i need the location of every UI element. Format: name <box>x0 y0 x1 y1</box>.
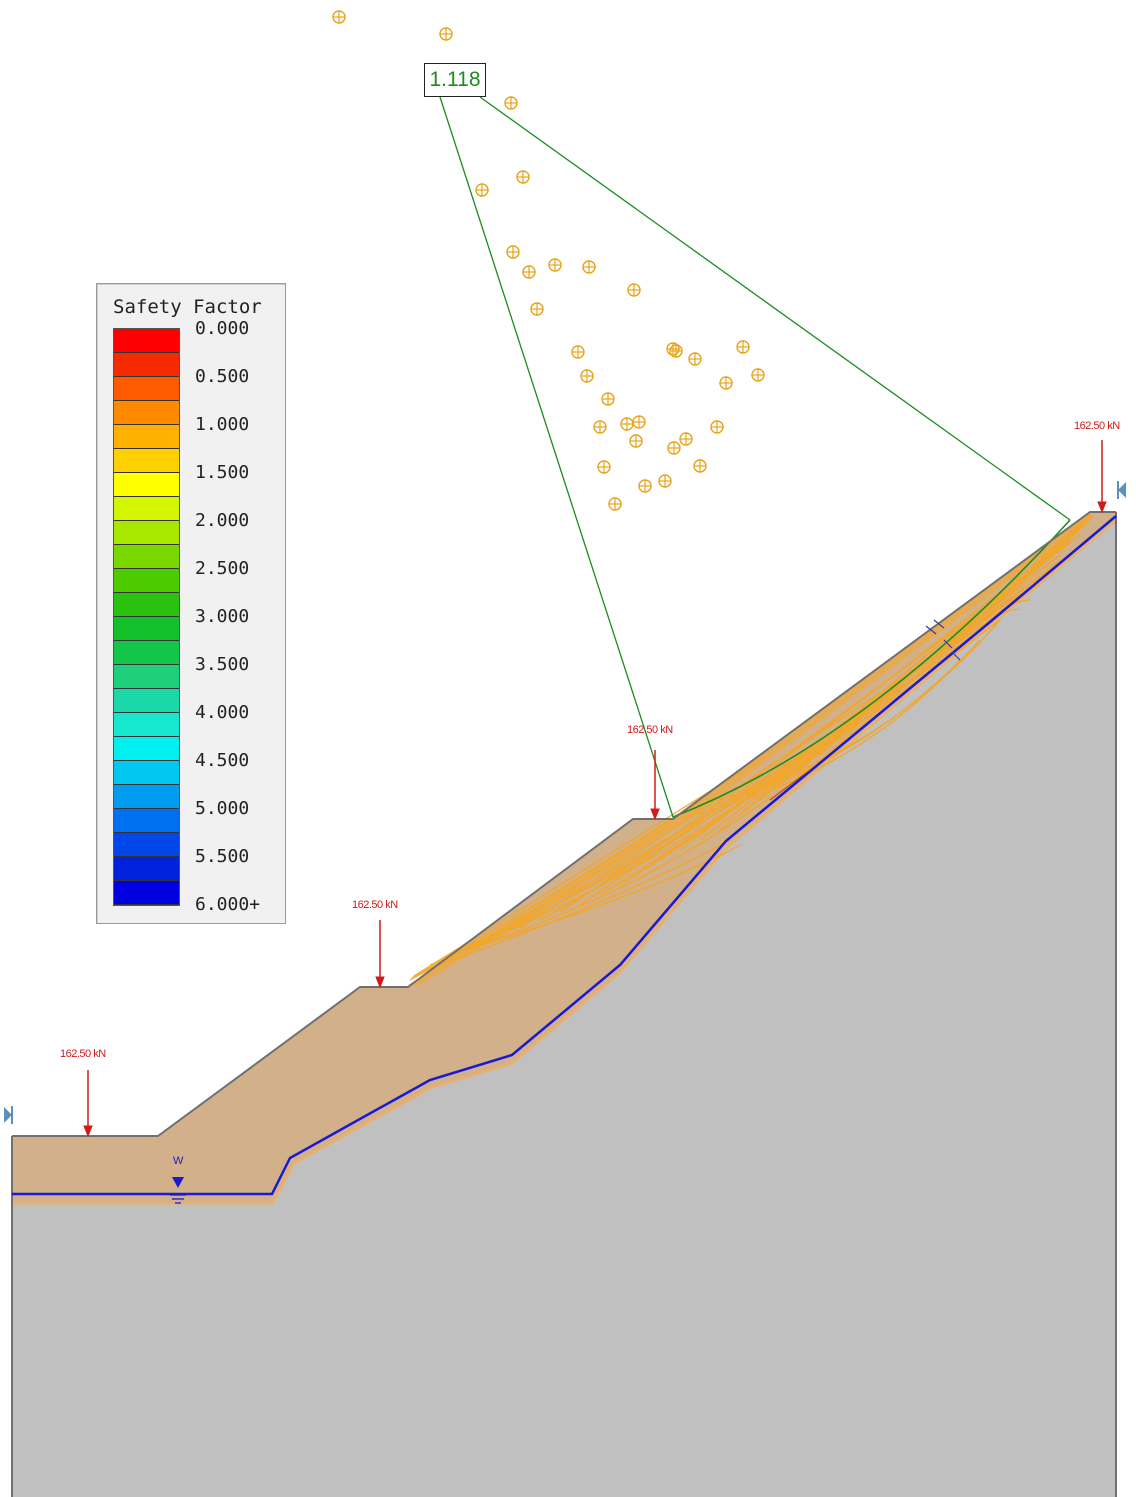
legend-swatch <box>114 425 179 449</box>
load-arrow-left <box>83 1070 93 1138</box>
legend-label: 0.500 <box>195 366 250 387</box>
right-boundary-marker <box>1117 481 1126 499</box>
legend-label: 4.000 <box>195 702 250 723</box>
slip-center-marker <box>332 10 346 24</box>
load-label-left: 162.50 kN <box>60 1048 106 1060</box>
slip-center-marker <box>475 183 489 197</box>
slip-surfaces <box>409 514 1091 981</box>
slip-center-marker <box>580 369 594 383</box>
slip-center-marker <box>669 344 683 358</box>
slip-center-marker <box>608 497 622 511</box>
legend-label: 1.500 <box>195 462 250 483</box>
slip-center-marker <box>548 258 562 272</box>
load-arrow-middle-bench <box>650 750 660 821</box>
slip-center-marker <box>627 283 641 297</box>
critical-slip-surface <box>672 519 1071 818</box>
legend-swatch <box>114 665 179 689</box>
water-table-tag: W <box>173 1155 184 1167</box>
water-table-line <box>12 515 1117 1196</box>
legend-swatch <box>114 785 179 809</box>
slip-center-marker <box>638 479 652 493</box>
bedrock-boundary <box>12 518 1117 1205</box>
legend-label: 2.000 <box>195 510 250 531</box>
critical-safety-factor-label: 1.118 <box>424 63 486 97</box>
legend-label: 5.000 <box>195 798 250 819</box>
load-arrow-crest <box>1097 440 1107 514</box>
legend-label: 2.500 <box>195 558 250 579</box>
slip-center-marker <box>710 420 724 434</box>
slip-center-marker <box>582 260 596 274</box>
legend-label: 3.500 <box>195 654 250 675</box>
legend-title: Safety Factor <box>113 296 262 318</box>
slip-center-marker <box>601 392 615 406</box>
safety-factor-legend[interactable]: Safety Factor 0.000 0.500 1.000 1.500 2.000 2… <box>96 283 286 924</box>
slip-center-marker <box>751 368 765 382</box>
load-arrow-lower-bench <box>375 920 385 989</box>
legend-label: 1.000 <box>195 414 250 435</box>
legend-color-scale <box>113 328 180 906</box>
slip-center-marker <box>693 459 707 473</box>
legend-label: 5.500 <box>195 846 250 867</box>
legend-swatch <box>114 377 179 401</box>
slip-center-marker <box>719 376 733 390</box>
slip-center-marker <box>629 434 643 448</box>
slip-center-marker <box>530 302 544 316</box>
slip-center-marker <box>522 265 536 279</box>
left-boundary-marker <box>4 1106 13 1124</box>
critical-radius-right <box>479 96 1071 521</box>
legend-swatch <box>114 713 179 737</box>
slip-center-marker <box>597 460 611 474</box>
slip-center-marker <box>658 474 672 488</box>
legend-swatch <box>114 737 179 761</box>
load-label-lower-bench: 162.50 kN <box>352 899 398 911</box>
slip-center-marker <box>571 345 585 359</box>
legend-swatch <box>114 497 179 521</box>
legend-swatch <box>114 881 179 905</box>
legend-swatch <box>114 833 179 857</box>
legend-swatch <box>114 353 179 377</box>
legend-swatch <box>114 329 179 353</box>
slip-center-grid <box>332 10 765 511</box>
legend-swatch <box>114 593 179 617</box>
legend-swatch <box>114 857 179 881</box>
legend-label: 3.000 <box>195 606 250 627</box>
legend-swatch <box>114 545 179 569</box>
slip-center-marker <box>736 340 750 354</box>
legend-swatch <box>114 761 179 785</box>
legend-swatch <box>114 473 179 497</box>
water-table-symbol <box>170 1177 186 1204</box>
legend-swatch <box>114 809 179 833</box>
slip-center-marker <box>632 415 646 429</box>
legend-swatch <box>114 449 179 473</box>
slope-markers <box>769 619 961 801</box>
legend-swatch <box>114 569 179 593</box>
legend-swatch <box>114 401 179 425</box>
load-label-middle-bench: 162.50 kN <box>627 724 673 736</box>
slip-center-marker <box>439 27 453 41</box>
slip-center-marker <box>666 342 680 356</box>
legend-label: 6.000+ <box>195 894 261 915</box>
slip-center-marker <box>504 96 518 110</box>
slip-center-marker <box>593 420 607 434</box>
bedrock-layer <box>12 520 1116 1497</box>
legend-swatch <box>114 617 179 641</box>
legend-swatch <box>114 641 179 665</box>
legend-swatch <box>114 521 179 545</box>
legend-swatch <box>114 689 179 713</box>
critical-radius-left <box>439 96 674 818</box>
load-label-crest: 162.50 kN <box>1074 420 1120 432</box>
slip-center-marker <box>516 170 530 184</box>
slip-center-marker <box>506 245 520 259</box>
legend-label: 4.500 <box>195 750 250 771</box>
slip-center-marker <box>688 352 702 366</box>
slip-center-marker <box>667 441 681 455</box>
ground-surface <box>12 511 1116 1137</box>
legend-label: 0.000 <box>195 318 250 339</box>
slip-center-marker <box>620 417 634 431</box>
slip-center-marker <box>679 432 693 446</box>
